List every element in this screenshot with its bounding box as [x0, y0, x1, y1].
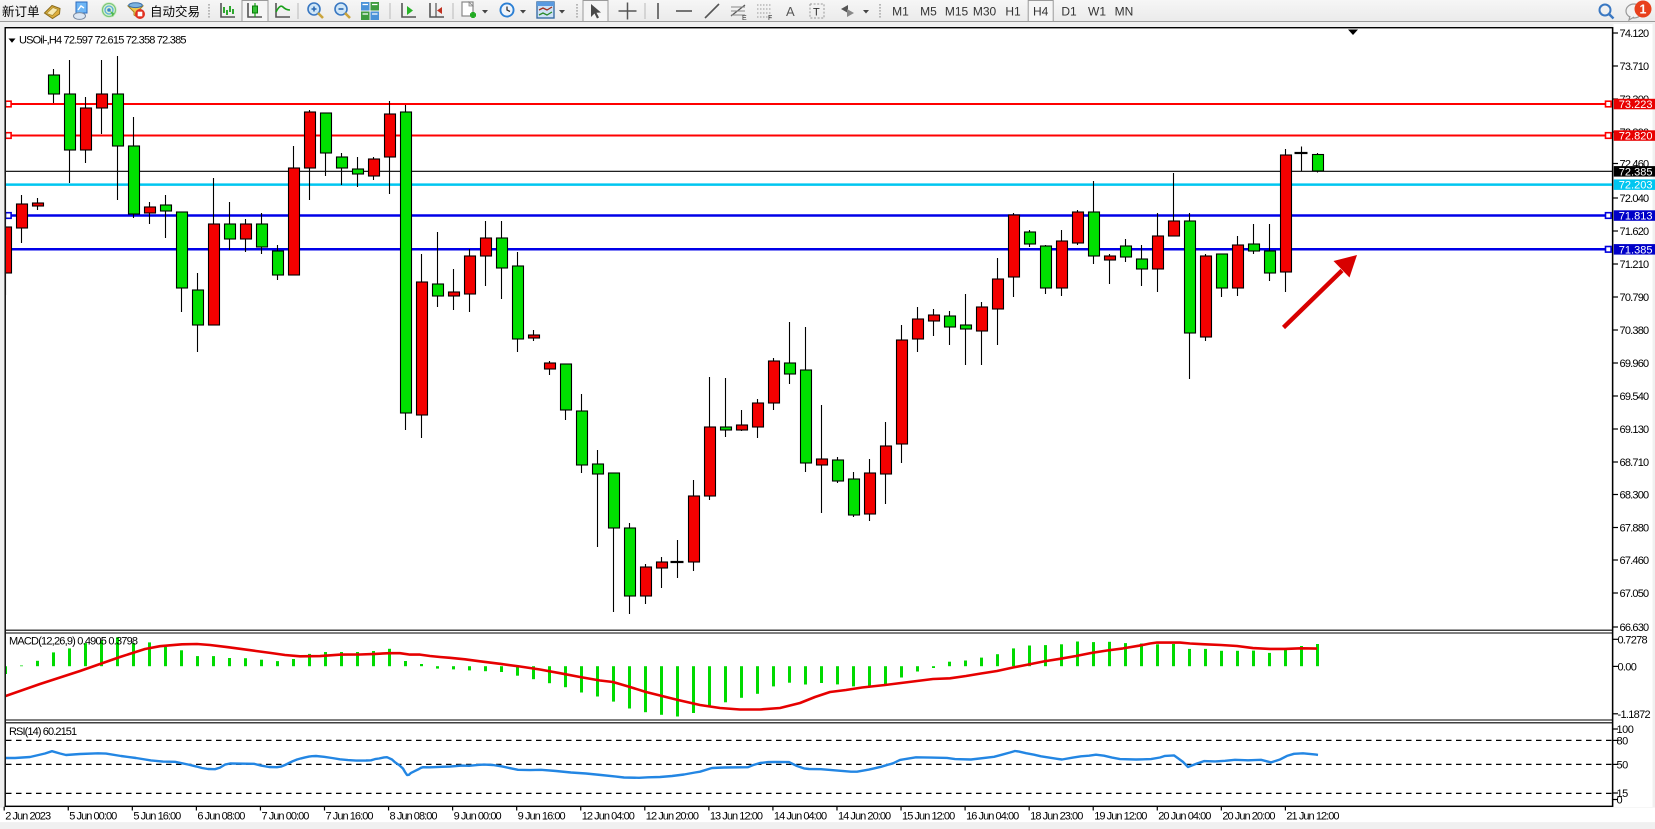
- svg-text:100: 100: [1617, 724, 1634, 736]
- svg-text:H1: H1: [1005, 5, 1021, 19]
- svg-text:H4: H4: [1033, 5, 1049, 19]
- svg-text:19 Jun 12:00: 19 Jun 12:00: [1094, 810, 1147, 822]
- svg-text:0.7278: 0.7278: [1618, 634, 1648, 646]
- svg-text:M30: M30: [973, 5, 997, 19]
- svg-text:80: 80: [1617, 735, 1629, 747]
- svg-text:50: 50: [1617, 759, 1629, 771]
- svg-text:71.385: 71.385: [1619, 244, 1653, 256]
- svg-text:15 Jun 12:00: 15 Jun 12:00: [902, 810, 955, 822]
- svg-text:9 Jun 00:00: 9 Jun 00:00: [454, 810, 502, 822]
- svg-text:66.630: 66.630: [1620, 622, 1650, 634]
- svg-text:A: A: [786, 4, 795, 19]
- svg-text:70.380: 70.380: [1620, 325, 1650, 337]
- svg-text:72.040: 72.040: [1620, 193, 1650, 205]
- svg-text:5 Jun 00:00: 5 Jun 00:00: [69, 810, 117, 822]
- svg-text:0: 0: [1617, 795, 1623, 807]
- svg-text:7 Jun 16:00: 7 Jun 16:00: [326, 810, 374, 822]
- svg-text:18 Jun 23:00: 18 Jun 23:00: [1030, 810, 1083, 822]
- svg-text:69.130: 69.130: [1620, 424, 1650, 436]
- svg-text:5 Jun 16:00: 5 Jun 16:00: [133, 810, 181, 822]
- svg-text:MACD(12,26,9) 0.4905 0.3798: MACD(12,26,9) 0.4905 0.3798: [9, 636, 138, 648]
- svg-text:7 Jun 00:00: 7 Jun 00:00: [261, 810, 309, 822]
- svg-text:T: T: [813, 7, 820, 19]
- svg-text:M1: M1: [892, 5, 909, 19]
- svg-text:15: 15: [1617, 788, 1629, 800]
- svg-text:W1: W1: [1088, 5, 1106, 19]
- svg-text:6 Jun 08:00: 6 Jun 08:00: [197, 810, 245, 822]
- svg-text:71.210: 71.210: [1620, 259, 1650, 271]
- svg-text:E: E: [742, 15, 747, 22]
- svg-text:21 Jun 12:00: 21 Jun 12:00: [1286, 810, 1339, 822]
- svg-text:14 Jun 04:00: 14 Jun 04:00: [774, 810, 827, 822]
- svg-text:12 Jun 20:00: 12 Jun 20:00: [646, 810, 699, 822]
- svg-text:70.790: 70.790: [1620, 292, 1650, 304]
- svg-text:67.880: 67.880: [1620, 523, 1650, 535]
- svg-text:16 Jun 04:00: 16 Jun 04:00: [966, 810, 1019, 822]
- svg-text:68.300: 68.300: [1620, 490, 1650, 502]
- svg-text:72.820: 72.820: [1619, 131, 1653, 143]
- svg-text:12 Jun 04:00: 12 Jun 04:00: [582, 810, 635, 822]
- svg-text:69.540: 69.540: [1620, 391, 1650, 403]
- svg-text:67.050: 67.050: [1620, 588, 1650, 600]
- svg-text:20 Jun 20:00: 20 Jun 20:00: [1222, 810, 1275, 822]
- svg-text:71.620: 71.620: [1620, 226, 1650, 238]
- svg-text:8 Jun 08:00: 8 Jun 08:00: [390, 810, 438, 822]
- svg-text:73.223: 73.223: [1619, 99, 1653, 111]
- svg-text:RSI(14) 60.2151: RSI(14) 60.2151: [9, 726, 77, 738]
- svg-text:69.960: 69.960: [1620, 358, 1650, 370]
- svg-text:14 Jun 20:00: 14 Jun 20:00: [838, 810, 891, 822]
- svg-text:D1: D1: [1061, 5, 1077, 19]
- svg-text:20 Jun 04:00: 20 Jun 04:00: [1158, 810, 1211, 822]
- svg-text:M15: M15: [945, 5, 969, 19]
- svg-text:72.203: 72.203: [1619, 180, 1653, 192]
- svg-text:MN: MN: [1115, 5, 1134, 19]
- svg-text:72.385: 72.385: [1619, 166, 1653, 178]
- svg-text:新订单: 新订单: [2, 4, 40, 19]
- svg-text:73.710: 73.710: [1620, 61, 1650, 73]
- svg-text:F: F: [768, 15, 772, 22]
- svg-text:2 Jun 2023: 2 Jun 2023: [5, 810, 51, 822]
- svg-text:13 Jun 12:00: 13 Jun 12:00: [710, 810, 763, 822]
- svg-text:USOil-,H4 72.597 72.615 72.35: USOil-,H4 72.597 72.615 72.358 72.385: [19, 35, 186, 47]
- svg-text:0.00: 0.00: [1618, 661, 1637, 673]
- svg-text:-1.1872: -1.1872: [1618, 709, 1651, 721]
- svg-text:自动交易: 自动交易: [150, 4, 200, 19]
- svg-text:M5: M5: [920, 5, 937, 19]
- svg-text:71.813: 71.813: [1619, 211, 1653, 223]
- svg-text:68.710: 68.710: [1620, 457, 1650, 469]
- svg-text:67.460: 67.460: [1620, 555, 1650, 567]
- svg-text:9 Jun 16:00: 9 Jun 16:00: [518, 810, 566, 822]
- svg-text:74.120: 74.120: [1620, 28, 1650, 40]
- svg-text:1: 1: [1640, 3, 1647, 17]
